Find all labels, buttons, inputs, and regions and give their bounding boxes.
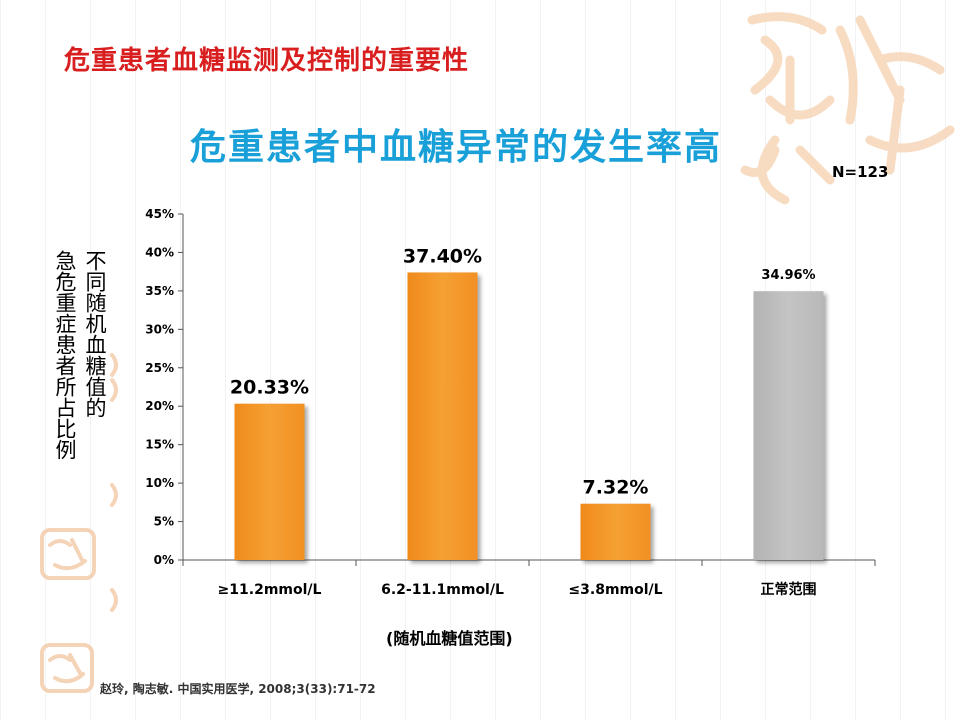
y-axis-title: 不同随机血糖值的 急危重症患者所占比例 [44, 250, 116, 520]
bar-3 [580, 503, 651, 560]
y-tick-label: 25% [145, 361, 174, 375]
x-axis-title: (随机血糖值范围) [386, 629, 513, 648]
y-axis-title-line-1: 不同随机血糖值的 [83, 250, 107, 418]
y-tick-label: 45% [145, 207, 174, 221]
bar-value-label-1: 20.33% [230, 377, 309, 399]
bar-value-label-3: 7.32% [583, 477, 649, 499]
y-tick-label: 30% [145, 322, 174, 336]
slide-title: 危重患者血糖监测及控制的重要性 [64, 46, 470, 76]
x-category-label-1: ≥11.2mmol/L [218, 582, 322, 598]
y-tick-label: 10% [145, 476, 174, 490]
y-tick-label: 15% [145, 438, 174, 452]
y-tick-label: 0% [154, 553, 174, 567]
bar-1 [234, 403, 305, 560]
citation: 赵玲, 陶志敏. 中国实用医学, 2008;3(33):71-72 [100, 682, 376, 696]
y-tick-label: 35% [145, 284, 174, 298]
bar-4 [753, 291, 824, 560]
bar-value-label-2: 37.40% [403, 245, 482, 267]
y-tick-label: 40% [145, 245, 174, 259]
y-tick-label: 20% [145, 399, 174, 413]
x-category-label-2: 6.2-11.1mmol/L [381, 582, 504, 598]
sample-size-label: N=123 [832, 163, 889, 181]
chart-title: 危重患者中血糖异常的发生率高 [190, 127, 723, 168]
x-category-label-4: 正常范围 [761, 581, 817, 598]
bar-2 [407, 272, 478, 560]
x-category-label-3: ≤3.8mmol/L [568, 582, 662, 598]
y-tick-label: 5% [154, 515, 174, 529]
y-axis-title-line-2: 急危重症患者所占比例 [53, 250, 77, 460]
bar-value-label-4: 34.96% [761, 268, 815, 283]
